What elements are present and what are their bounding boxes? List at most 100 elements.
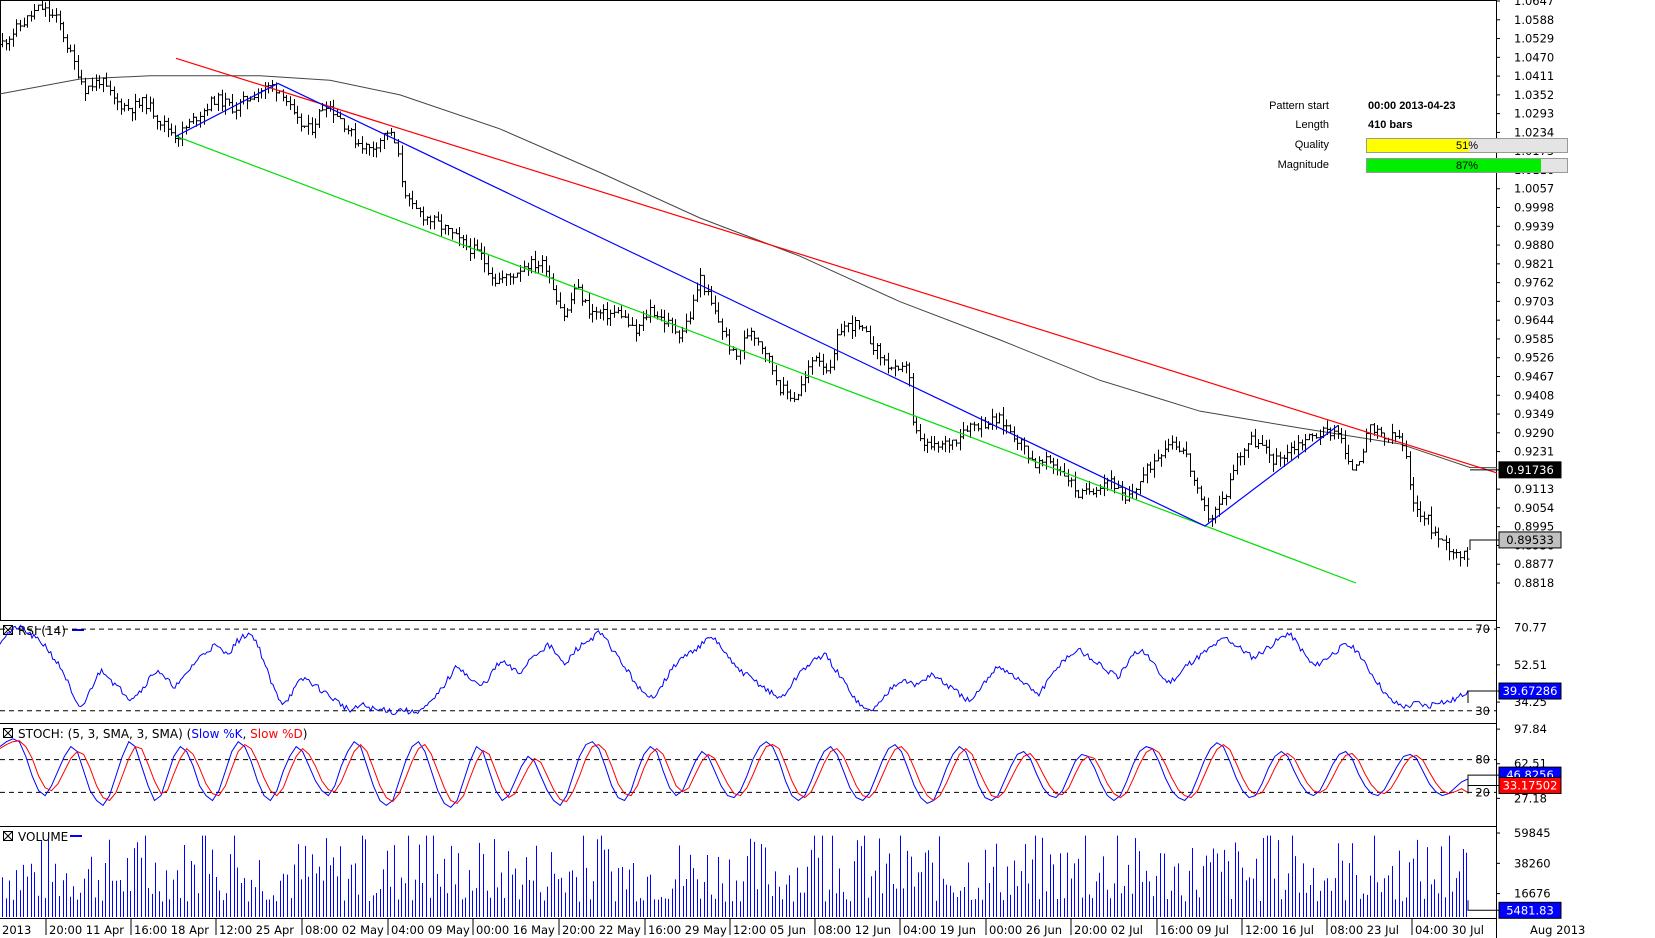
price-tick-label: 1.0293: [1514, 107, 1554, 121]
volume-title: VOLUME: [18, 830, 68, 844]
price-tick-label: 0.9054: [1514, 501, 1554, 515]
price-tick-label: 1.0588: [1514, 13, 1554, 27]
volume-value-box: [1498, 901, 1562, 919]
time-tick-label: 16:00 18 Apr: [134, 923, 209, 937]
time-tick-label: 20:00 11 Apr: [49, 923, 124, 937]
time-tick-label: 2013: [2, 923, 31, 937]
price-tick-label: 0.9644: [1514, 313, 1554, 327]
quality-value: 51%: [1456, 140, 1478, 152]
rsi-close-icon-stroke: [3, 625, 13, 635]
time-tick-label: 04:00 30 Jul: [1415, 923, 1484, 937]
current-price-value: 0.89533: [1506, 533, 1554, 547]
price-tick-label: 0.9231: [1514, 445, 1554, 459]
time-tick-label: 08:00 02 May: [305, 923, 384, 937]
price-tick-label: 1.0352: [1514, 88, 1554, 102]
volume-plot: 59845 38260 16676 5481.83: [2, 826, 1562, 919]
price-tick-label: 0.9821: [1514, 257, 1554, 271]
stoch-tick-label: 27.18: [1514, 791, 1547, 805]
stoch-tick-label: 97.84: [1514, 722, 1547, 736]
stoch-d-connector: [1467, 784, 1499, 794]
rsi-level-label: 30: [1475, 704, 1490, 718]
volume-close-icon-stroke: [3, 831, 13, 841]
rsi-tick-label: 52.51: [1514, 658, 1547, 672]
price-tick-label: 0.9290: [1514, 426, 1554, 440]
rsi-value-connector: [1467, 690, 1499, 704]
price-tick-label: 1.0647: [1514, 0, 1554, 8]
current-price-connector: [1469, 539, 1499, 550]
stoch-d-value: 33.17502: [1503, 778, 1558, 792]
time-tick-label: Aug 2013: [1530, 923, 1585, 937]
stoch-close-icon-stroke: [3, 728, 13, 738]
pattern-start-label: Pattern start: [1269, 100, 1329, 112]
price-tick-label: 0.9113: [1514, 482, 1554, 496]
price-tick-label: 0.9585: [1514, 332, 1554, 346]
time-tick-label: 04:00 19 Jun: [903, 923, 976, 937]
time-tick-label: 12:00 25 Apr: [219, 923, 294, 937]
volume-tick-label: 38260: [1514, 856, 1551, 870]
pattern-line: [175, 82, 1339, 527]
price-tick-label: 0.9939: [1514, 219, 1554, 233]
stoch-legend-sep: ,: [243, 727, 251, 741]
volume-tick-label: 59845: [1514, 826, 1551, 840]
moving-average-line: [0, 75, 1498, 469]
price-tick-label: 0.9880: [1514, 238, 1554, 252]
stoch-title: STOCH: (5, 3, SMA, 3, SMA) (Slow %K, Slo…: [18, 727, 307, 741]
price-tick-label: 0.9762: [1514, 276, 1554, 290]
time-tick-label: 16:00 09 Jul: [1160, 923, 1229, 937]
price-tick-label: 0.9467: [1514, 369, 1554, 383]
stoch-title-text: STOCH: (5, 3, SMA, 3, SMA): [18, 727, 183, 741]
volume-value-connector: [1467, 900, 1499, 911]
stoch-legend-k: Slow %K: [191, 727, 243, 741]
time-tick-label: 00:00 26 Jun: [989, 923, 1062, 937]
current-price-value-box: [1498, 531, 1562, 549]
rsi-level-label: 70: [1475, 622, 1490, 636]
pattern-info-panel: Pattern start 00:00 2013-04-23 Length 41…: [1269, 100, 1568, 173]
time-tick-label: 04:00 09 May: [391, 923, 470, 937]
time-tick-label: 20:00 22 May: [562, 923, 641, 937]
time-tick-label: 00:00 16 May: [476, 923, 555, 937]
trend-lines: [175, 57, 1498, 584]
stoch-legend-d: Slow %D: [250, 727, 303, 741]
price-tick-label: 1.0411: [1514, 69, 1554, 83]
price-tick-label: 1.0470: [1514, 50, 1554, 64]
time-tick-label: 20:00 02 Jul: [1074, 923, 1143, 937]
pattern-start-value: 00:00 2013-04-23: [1368, 100, 1455, 112]
stoch-legend-open: (: [187, 727, 192, 741]
time-tick-label: 12:00 05 Jun: [733, 923, 806, 937]
price-tick-label: 0.9408: [1514, 388, 1554, 402]
support-line: [175, 135, 1357, 584]
length-label: Length: [1295, 119, 1329, 131]
time-tick-label: 12:00 16 Jul: [1245, 923, 1314, 937]
last-price-value: 0.91736: [1506, 463, 1554, 477]
time-axis: 2013 20:00 11 Apr 16:00 18 Apr 12:00 25 Apr…: [2, 918, 1585, 937]
price-panel-frame: [0, 0, 1497, 621]
price-tick-label: 0.8995: [1514, 520, 1554, 534]
stoch-level-label: 80: [1475, 753, 1490, 767]
time-tick-label: 16:00 29 May: [648, 923, 727, 937]
price-tick-label: 0.9998: [1514, 201, 1554, 215]
price-candles: [0, 0, 1470, 567]
price-tick-label: 1.0057: [1514, 182, 1554, 196]
rsi-line: [0, 624, 1469, 716]
quality-bar-fill: [1367, 139, 1469, 152]
time-tick-label: 08:00 12 Jun: [818, 923, 891, 937]
time-tick-label: 08:00 23 Jul: [1330, 923, 1399, 937]
volume-tick-label: 16676: [1514, 887, 1551, 901]
stoch-d-box: [1498, 776, 1562, 794]
stoch-d-line: [0, 740, 1469, 805]
rsi-tick-label: 70.77: [1514, 621, 1547, 635]
rsi-current-value: 39.67286: [1503, 684, 1558, 698]
magnitude-value: 87%: [1456, 160, 1478, 172]
stoch-legend-close: ): [303, 727, 308, 741]
stoch-level-label: 20: [1475, 785, 1490, 799]
price-tick-label: 0.8818: [1514, 576, 1554, 590]
price-tick-label: 0.9703: [1514, 294, 1554, 308]
rsi-title: RSI (14): [18, 624, 66, 638]
volume-current-value: 5481.83: [1506, 903, 1554, 917]
stoch-k-line: [0, 738, 1469, 809]
volume-panel: VOLUME 59845 38260 16676 5481.83: [2, 826, 1562, 919]
price-tick-label: 1.0234: [1514, 125, 1554, 139]
